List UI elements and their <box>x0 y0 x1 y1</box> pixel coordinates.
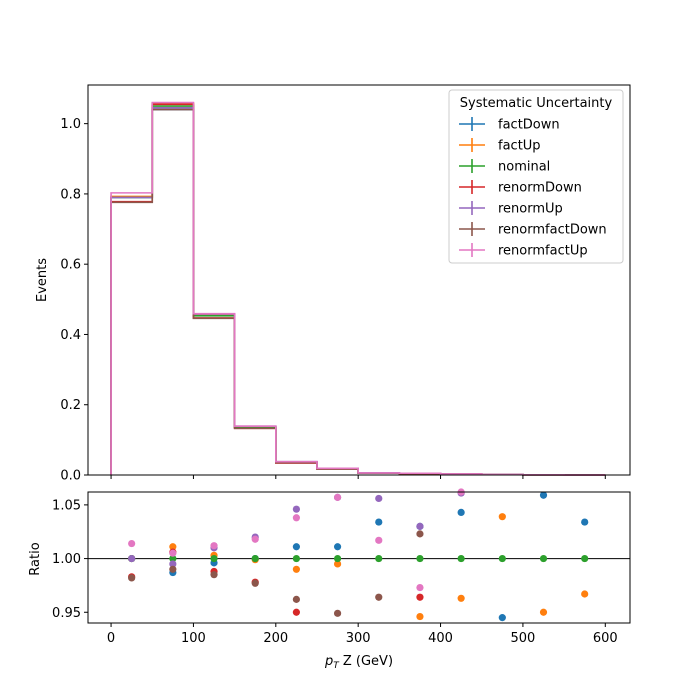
ratio-point-nominal <box>498 554 506 563</box>
ratio-point-renormUp <box>169 560 177 568</box>
bottom-x-tick-label: 0 <box>107 631 115 646</box>
ratio-point-factUp <box>169 543 177 551</box>
ratio-point-factUp <box>292 565 300 573</box>
ratio-point-renormfactDown <box>169 565 177 573</box>
ratio-point-renormfactDown <box>128 574 136 582</box>
ratio-point-renormfactUp <box>292 514 300 522</box>
top-panel: 0.0 0.2 0.4 0.6 0.8 1.0 Events <box>35 84 631 484</box>
bottom-x-tick-label: 400 <box>428 631 453 646</box>
ratio-point-renormDown <box>416 593 424 601</box>
ratio-point-factUp <box>333 560 342 568</box>
ratio-point-nominal <box>251 554 259 563</box>
legend-label-nominal: nominal <box>498 160 550 175</box>
ratio-point-factDown <box>375 518 383 526</box>
ratio-point-factDown <box>333 543 342 551</box>
top-y-tick-label: 1.0 <box>60 117 81 132</box>
legend-label-renormfactDown: renormfactDown <box>498 223 607 238</box>
bottom-x-tick-label: 600 <box>593 631 618 646</box>
ratio-point-renormUp <box>292 505 300 513</box>
legend-label-factDown: factDown <box>498 118 560 133</box>
bottom-y-tick-label: 1.00 <box>52 552 81 567</box>
top-y-tick-label: 0.4 <box>60 328 81 343</box>
ratio-point-nominal <box>539 554 548 563</box>
bottom-y-tick-label: 0.95 <box>52 606 81 621</box>
top-y-tick-label: 0.6 <box>60 258 81 273</box>
ratio-point-nominal <box>210 554 218 563</box>
legend-label-renormfactUp: renormfactUp <box>498 244 588 259</box>
legend-frame <box>448 89 624 264</box>
top-y-tick-label: 0.8 <box>60 187 81 202</box>
ratio-point-nominal <box>457 554 465 563</box>
ratio-point-renormfactDown <box>416 530 424 538</box>
ratio-point-nominal <box>416 554 424 563</box>
bottom-y-axis-label: Ratio <box>28 542 43 575</box>
x-axis-label: pT Z (GeV) <box>324 654 393 671</box>
ratio-point-factDown <box>457 508 465 517</box>
ratio-point-renormfactDown <box>292 595 300 603</box>
top-y-tick-label: 0.2 <box>60 398 81 413</box>
ratio-point-renormfactUp <box>210 542 218 550</box>
top-plot-frame <box>87 84 631 476</box>
top-y-tick-label: 0.0 <box>60 469 81 484</box>
ratio-point-renormfactDown <box>251 579 259 587</box>
ratio-point-nominal <box>169 554 177 563</box>
legend-label-renormDown: renormDown <box>498 181 582 196</box>
legend-title: Systematic Uncertainty <box>460 96 613 111</box>
ratio-point-factDown <box>292 543 300 551</box>
legend-label-factUp: factUp <box>498 139 541 154</box>
ratio-point-factDown <box>498 614 506 622</box>
bottom-x-tick-label: 100 <box>181 631 206 646</box>
ratio-point-renormfactUp <box>169 549 177 557</box>
legend-entries: factDown factUp nominal renormDown renormUp r… <box>459 117 607 259</box>
ratio-point-factUp <box>498 513 506 521</box>
ratio-point-renormUp <box>416 522 424 530</box>
bottom-x-tick-label: 500 <box>511 631 536 646</box>
ratio-point-nominal <box>292 554 300 563</box>
ratio-point-nominal <box>581 554 589 563</box>
ratio-point-renormfactDown <box>333 609 342 617</box>
ratio-point-factUp <box>539 608 548 616</box>
ratio-point-nominal <box>375 554 383 563</box>
ratio-point-renormUp <box>375 494 383 503</box>
ratio-point-renormfactUp <box>128 539 136 548</box>
ratio-point-renormfactUp <box>333 493 342 501</box>
top-y-axis-label: Events <box>35 258 50 302</box>
ratio-point-renormfactUp <box>416 583 424 592</box>
ratio-point-factUp <box>581 590 589 598</box>
ratio-point-factDown <box>539 491 548 499</box>
ratio-point-factDown <box>581 518 589 526</box>
bottom-x-tick-label: 200 <box>263 631 288 646</box>
top-axes: 0.0 0.2 0.4 0.6 0.8 1.0 <box>60 117 606 484</box>
ratio-point-renormfactDown <box>375 593 383 601</box>
ratio-point-renormfactUp <box>251 535 259 543</box>
bottom-axes: 0.95 1.00 1.05 0 100 200 300 400 500 600 <box>52 498 630 646</box>
legend: Systematic Uncertainty factDown factUp nom… <box>448 89 624 264</box>
legend-label-renormUp: renormUp <box>498 202 563 217</box>
bottom-panel: 0.95 1.00 1.05 0 100 200 300 400 500 600 Ratio pT… <box>28 488 631 671</box>
ratio-point-nominal <box>333 554 342 563</box>
bottom-scatter-series <box>128 488 589 622</box>
ratio-point-factUp <box>416 612 424 621</box>
bottom-y-tick-label: 1.05 <box>52 498 81 513</box>
ratio-point-renormfactUp <box>375 536 383 544</box>
bottom-x-tick-label: 300 <box>346 631 371 646</box>
bottom-plot-frame <box>87 491 631 624</box>
ratio-point-factUp <box>457 594 465 602</box>
ratio-point-renormDown <box>292 608 300 616</box>
ratio-point-renormfactDown <box>210 571 218 579</box>
ratio-point-renormUp <box>128 554 136 563</box>
